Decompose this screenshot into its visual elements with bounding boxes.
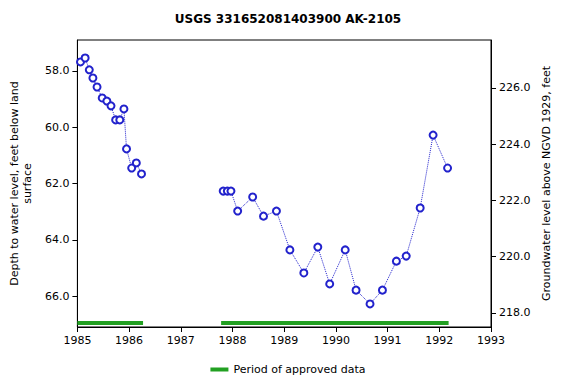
svg-text:1988: 1988	[218, 334, 246, 347]
svg-text:64.0: 64.0	[45, 233, 70, 246]
svg-text:226.0: 226.0	[499, 81, 531, 94]
svg-text:Period of approved data: Period of approved data	[233, 363, 365, 376]
svg-text:60.0: 60.0	[45, 121, 70, 134]
svg-text:USGS 331652081403900 AK-2105: USGS 331652081403900 AK-2105	[175, 12, 401, 26]
svg-text:220.0: 220.0	[499, 250, 531, 263]
svg-text:1986: 1986	[115, 334, 143, 347]
svg-text:1992: 1992	[425, 334, 453, 347]
svg-text:218.0: 218.0	[499, 306, 531, 319]
svg-text:58.0: 58.0	[45, 64, 70, 77]
svg-text:222.0: 222.0	[499, 194, 531, 207]
svg-text:224.0: 224.0	[499, 138, 531, 151]
svg-text:1989: 1989	[270, 334, 298, 347]
svg-text:1991: 1991	[374, 334, 402, 347]
svg-text:Depth to water level, feet bel: Depth to water level, feet below land	[8, 81, 21, 286]
svg-text:62.0: 62.0	[45, 177, 70, 190]
svg-text:Groundwater level above NGVD 1: Groundwater level above NGVD 1929, feet	[540, 65, 553, 301]
svg-text:surface: surface	[21, 163, 34, 204]
svg-text:1985: 1985	[63, 334, 91, 347]
svg-text:66.0: 66.0	[45, 290, 70, 303]
svg-text:1993: 1993	[477, 334, 505, 347]
svg-text:1987: 1987	[167, 334, 195, 347]
svg-text:1990: 1990	[322, 334, 350, 347]
